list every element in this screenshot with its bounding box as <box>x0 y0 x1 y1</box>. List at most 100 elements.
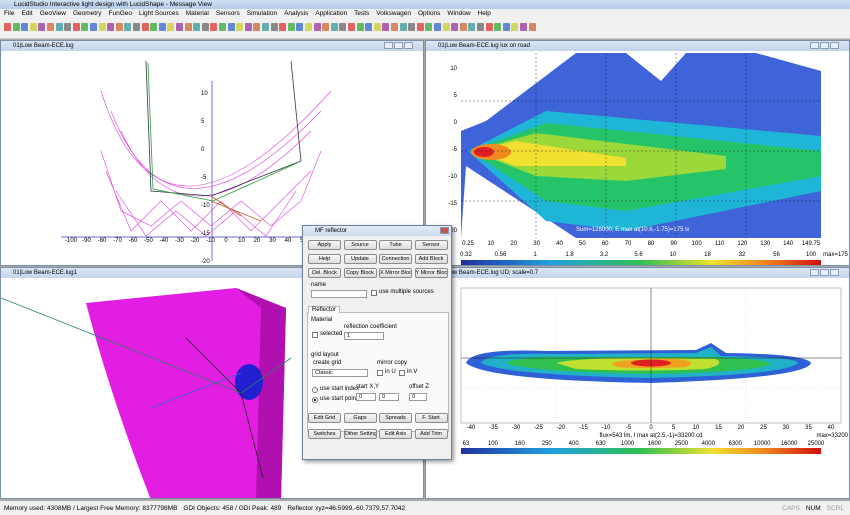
toolbar-button[interactable] <box>133 23 140 31</box>
offset-z-input[interactable]: 0 <box>409 393 427 401</box>
grid-select[interactable]: Classic <box>312 369 368 377</box>
toolbar-button[interactable] <box>434 23 441 31</box>
dialog-button[interactable]: Gaps <box>343 413 377 423</box>
toolbar-button[interactable] <box>184 23 192 31</box>
dialog-button[interactable]: Edit Grid <box>308 413 341 423</box>
dialog-button[interactable]: F. Start <box>414 413 448 423</box>
menu-item[interactable]: GeoView <box>39 10 66 17</box>
toolbar-button[interactable] <box>107 23 115 31</box>
close-button[interactable] <box>440 227 449 234</box>
toolbar-button[interactable] <box>270 23 278 31</box>
toolbar-button[interactable] <box>485 23 493 31</box>
toolbar-button[interactable] <box>55 23 63 31</box>
toolbar-button[interactable] <box>494 23 502 31</box>
menu-item[interactable]: Edit <box>21 10 33 17</box>
menu-item[interactable]: Sensors <box>215 10 240 17</box>
window-control[interactable] <box>810 269 819 276</box>
dialog-button[interactable]: X Mirror Block <box>379 268 412 278</box>
dialog-button[interactable]: Update <box>343 254 377 264</box>
toolbar-button[interactable] <box>365 23 373 31</box>
toolbar-button[interactable] <box>29 23 37 31</box>
menu-item[interactable]: Geometry <box>72 10 102 17</box>
window-control[interactable] <box>810 42 819 49</box>
toolbar-button[interactable] <box>201 23 209 31</box>
toolbar-button[interactable] <box>330 23 338 31</box>
dialog-button[interactable]: Source <box>343 240 377 250</box>
dialog-button[interactable]: Spreads <box>379 413 412 423</box>
menu-item[interactable]: Window <box>447 10 471 17</box>
toolbar-button[interactable] <box>141 23 149 31</box>
toolbar-button[interactable] <box>12 23 20 31</box>
toolbar-button[interactable] <box>124 23 132 31</box>
window-control[interactable] <box>830 269 839 276</box>
checkbox[interactable] <box>399 370 405 376</box>
toolbar-button[interactable] <box>81 23 89 31</box>
menu-item[interactable]: Application <box>315 10 348 17</box>
toolbar-button[interactable] <box>322 23 330 31</box>
toolbar-button[interactable] <box>236 23 244 31</box>
menu-item[interactable]: Help <box>477 10 491 17</box>
toolbar-button[interactable] <box>64 23 72 31</box>
menu-item[interactable]: Light Sources <box>139 10 179 17</box>
window-control[interactable] <box>830 42 839 49</box>
toolbar-button[interactable] <box>262 23 269 31</box>
toolbar-button[interactable] <box>296 23 304 31</box>
toolbar-button[interactable] <box>4 23 11 31</box>
toolbar-button[interactable] <box>210 23 218 31</box>
toolbar-button[interactable] <box>442 23 450 31</box>
toolbar-button[interactable] <box>176 23 183 31</box>
tab[interactable]: Reflector <box>308 306 341 313</box>
toolbar-button[interactable] <box>459 23 467 31</box>
radio[interactable] <box>312 387 318 393</box>
name-input[interactable] <box>311 290 367 298</box>
window-control[interactable] <box>384 42 393 49</box>
dialog-button[interactable]: Copy Block <box>343 268 377 278</box>
radio[interactable] <box>312 397 318 403</box>
toolbar-button[interactable] <box>356 23 364 31</box>
toolbar-button[interactable] <box>451 23 459 31</box>
dialog-button[interactable]: Other Settings <box>343 429 377 439</box>
toolbar-button[interactable] <box>219 23 226 31</box>
start-x-input[interactable]: 0 <box>356 393 376 401</box>
toolbar-button[interactable] <box>90 23 97 31</box>
dialog-button[interactable]: Del. Block <box>308 268 341 278</box>
toolbar-button[interactable] <box>244 23 252 31</box>
toolbar-button[interactable] <box>348 23 355 31</box>
toolbar-button[interactable] <box>305 23 312 31</box>
dialog-button[interactable]: Y Mirror Block <box>414 268 448 278</box>
toolbar-button[interactable] <box>511 23 519 31</box>
dialog-button[interactable]: Help <box>308 254 341 264</box>
toolbar-button[interactable] <box>47 23 54 31</box>
toolbar-button[interactable] <box>38 23 46 31</box>
menu-item[interactable]: Tests <box>354 10 370 17</box>
toolbar-button[interactable] <box>373 23 381 31</box>
toolbar-button[interactable] <box>21 23 29 31</box>
toolbar-button[interactable] <box>115 23 123 31</box>
checkbox[interactable] <box>312 332 318 338</box>
toolbar-button[interactable] <box>502 23 510 31</box>
toolbar-button[interactable] <box>253 23 261 31</box>
menu-item[interactable]: Material <box>185 10 209 17</box>
toolbar-button[interactable] <box>520 23 527 31</box>
menu-item[interactable]: FunGeo <box>108 10 133 17</box>
toolbar-button[interactable] <box>227 23 235 31</box>
window-control[interactable] <box>394 42 403 49</box>
toolbar-button[interactable] <box>408 23 416 31</box>
checkbox[interactable] <box>371 290 377 296</box>
toolbar-button[interactable] <box>339 23 347 31</box>
toolbar-button[interactable] <box>287 23 295 31</box>
dialog-button[interactable]: Sensor <box>414 240 448 250</box>
menu-item[interactable]: Volkswagen <box>376 10 411 17</box>
window-control[interactable] <box>404 42 413 49</box>
toolbar-button[interactable] <box>382 23 390 31</box>
toolbar-button[interactable] <box>391 23 398 31</box>
dialog-button[interactable]: Tube <box>379 240 412 250</box>
dialog-button[interactable]: Add Block <box>414 254 448 264</box>
start-y-input[interactable]: 0 <box>379 393 399 401</box>
window-control[interactable] <box>820 42 829 49</box>
toolbar-button[interactable] <box>528 23 536 31</box>
toolbar-button[interactable] <box>468 23 476 31</box>
dialog-button[interactable]: Apply <box>308 240 341 250</box>
reflection-input[interactable]: 1 <box>344 332 384 340</box>
dialog-button[interactable]: Connection <box>379 254 412 264</box>
